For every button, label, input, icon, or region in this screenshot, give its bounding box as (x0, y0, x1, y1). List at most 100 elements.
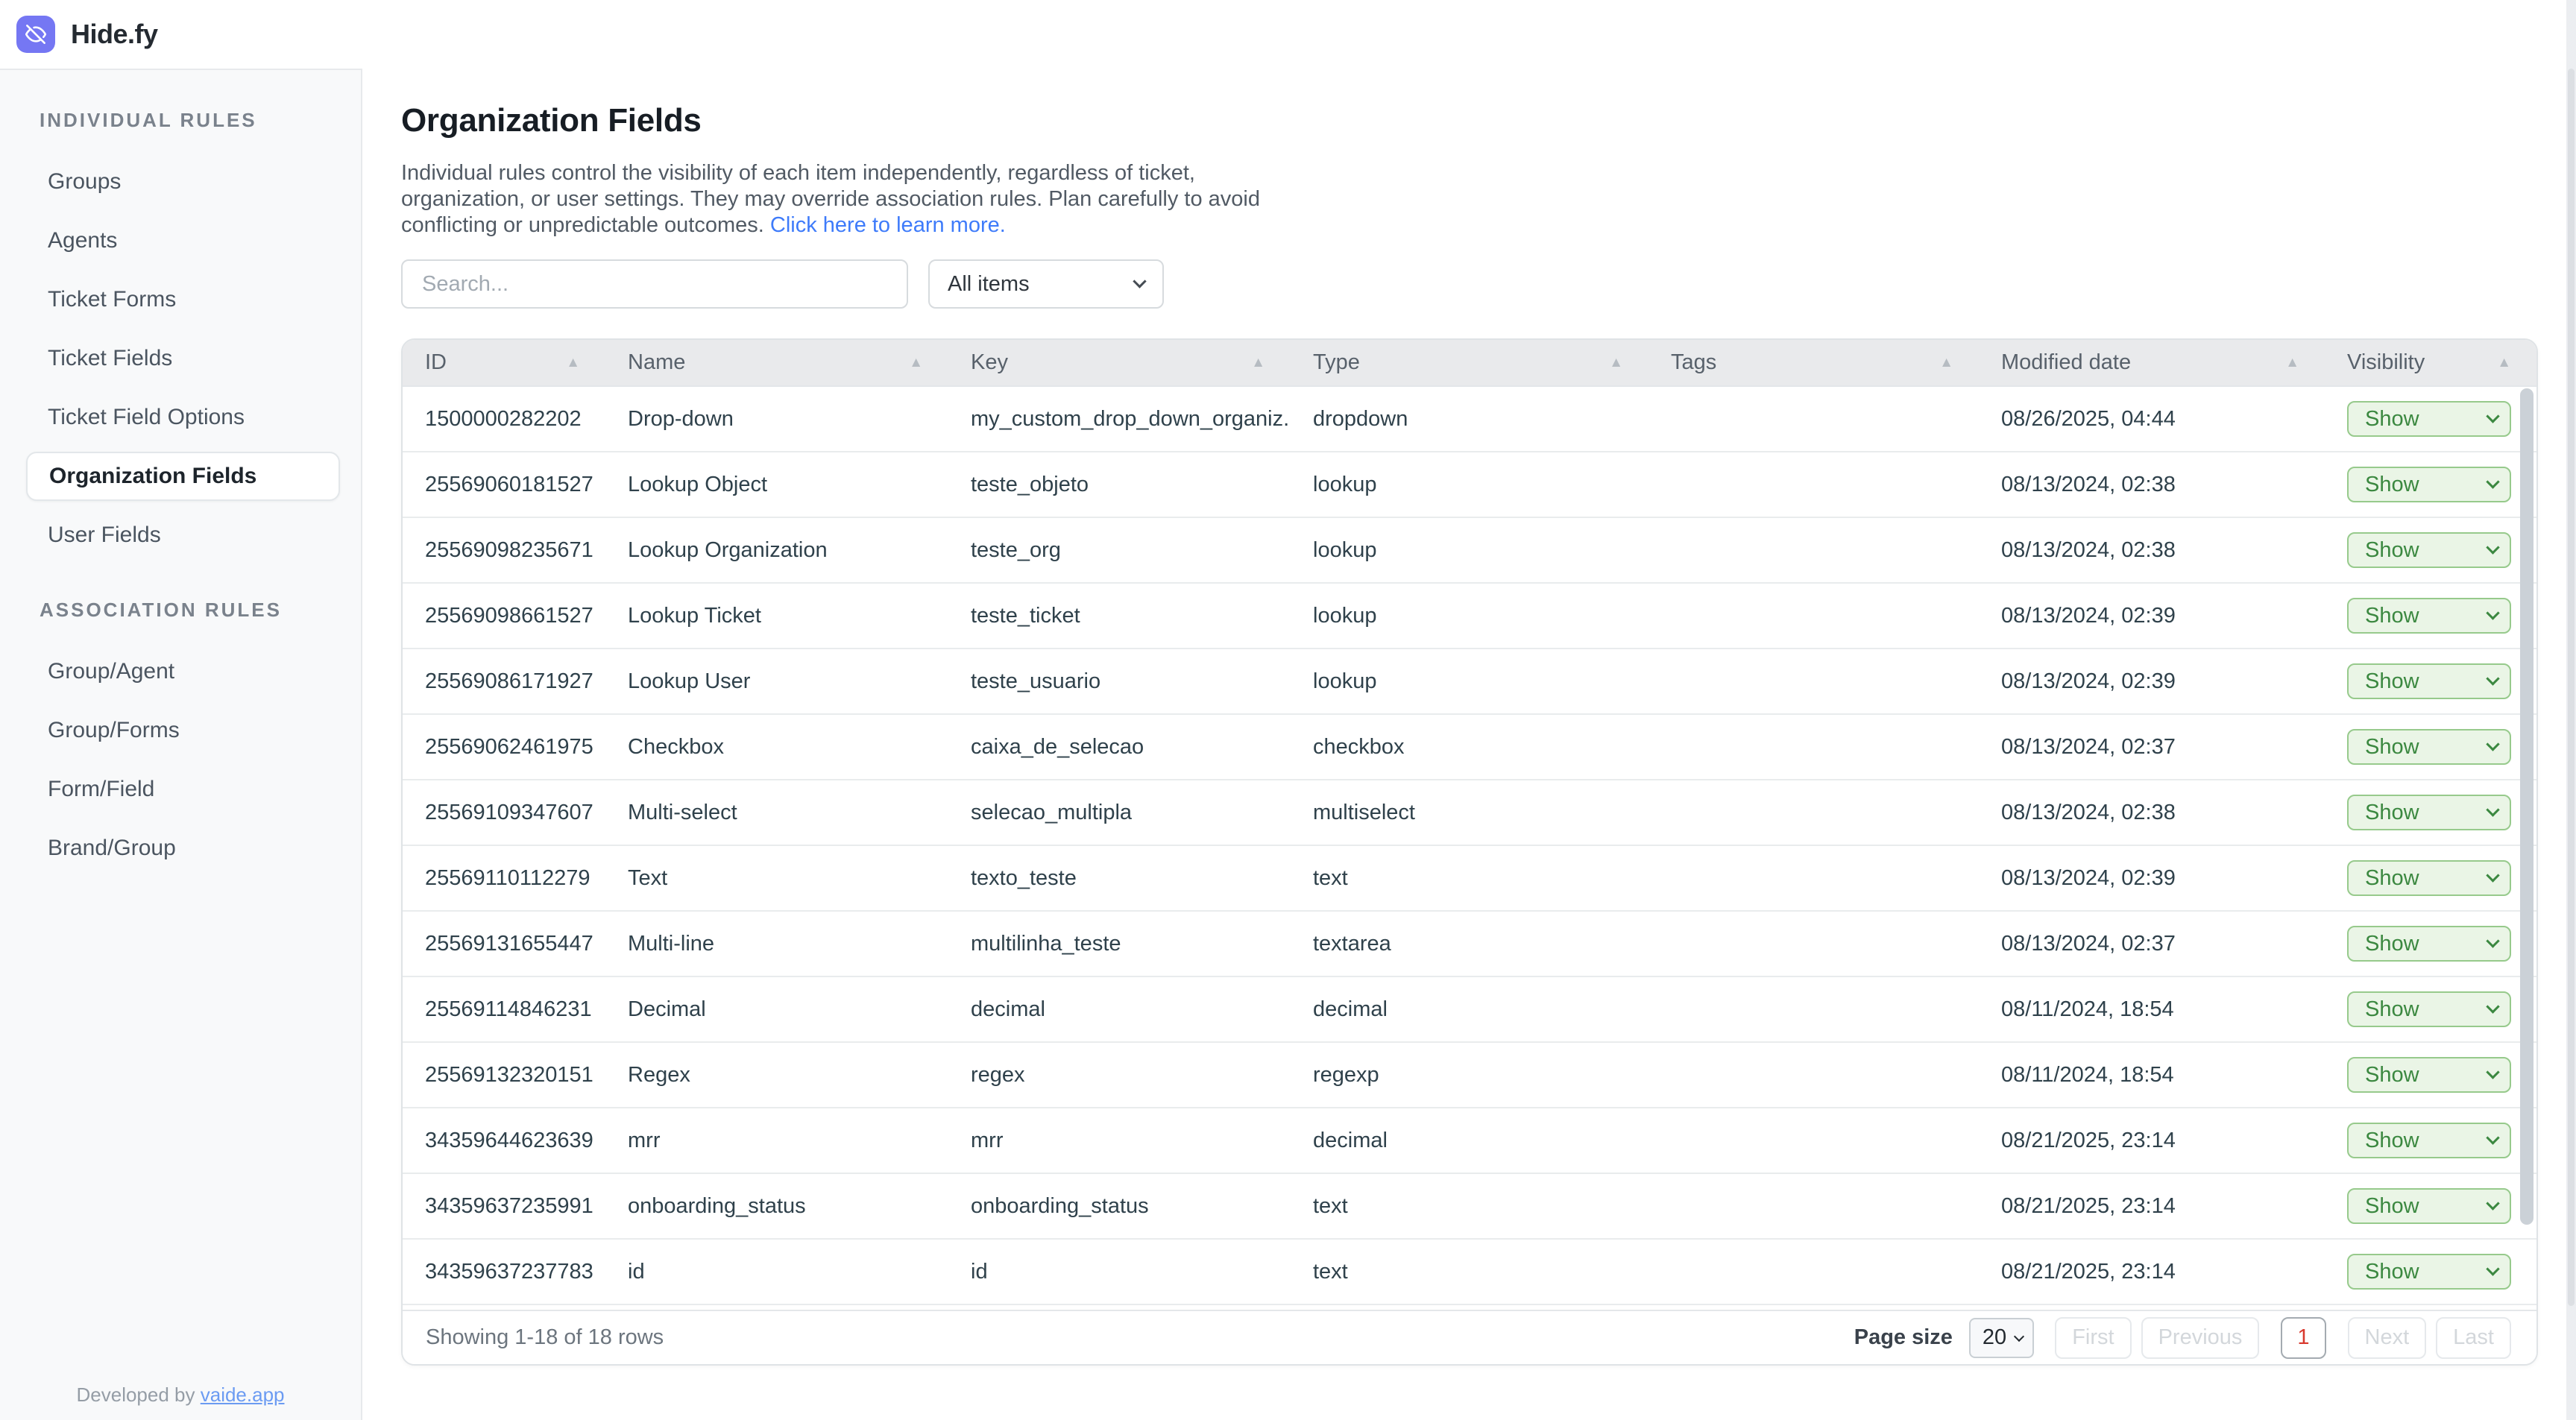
column-header-name[interactable]: Name ▲ (605, 340, 948, 385)
sort-asc-icon[interactable]: ▲ (566, 354, 580, 370)
cell-modified-date: 08/21/2025, 23:14 (2001, 1128, 2176, 1152)
cell-key: mrr (971, 1128, 1004, 1152)
app-logo[interactable]: Hide.fy (16, 16, 158, 53)
table-row[interactable]: 1500000282202 Drop-down my_custom_drop_dow… (403, 387, 2536, 452)
sidebar-item-form-field[interactable]: Form/Field (48, 777, 155, 801)
column-label: Tags (1671, 350, 1717, 374)
table-row[interactable]: 25569098661527 Lookup Ticket teste_ticket l… (403, 584, 2536, 649)
visibility-select[interactable]: Show (2347, 1188, 2511, 1224)
visibility-select[interactable]: Show (2347, 663, 2511, 699)
cell-id: 25569062461975 (425, 734, 593, 759)
sidebar-item-ticket-field-options[interactable]: Ticket Field Options (48, 405, 245, 429)
visibility-select[interactable]: Show (2347, 795, 2511, 830)
sidebar-item-groups[interactable]: Groups (48, 169, 122, 194)
window-scrollbar-thumb[interactable] (2568, 69, 2575, 1306)
cell-id: 34359637237783 (425, 1259, 593, 1284)
column-header-tags[interactable]: Tags ▲ (1648, 340, 1979, 385)
app-title: Hide.fy (71, 19, 158, 49)
sidebar-section-title: ASSOCIATION RULES (40, 599, 282, 621)
visibility-select[interactable]: Show (2347, 467, 2511, 502)
table-row[interactable]: 34359637237783 id id text 08/21/2025, 23:14 S… (403, 1240, 2536, 1305)
visibility-value: Show (2365, 1259, 2419, 1284)
search-input[interactable] (401, 259, 908, 309)
page-size-select[interactable]: 20 (1968, 1317, 2035, 1358)
visibility-select[interactable]: Show (2347, 860, 2511, 896)
table-scrollbar-thumb[interactable] (2520, 388, 2534, 1225)
visibility-select[interactable]: Show (2347, 991, 2511, 1027)
chevron-down-icon (2486, 1196, 2500, 1211)
column-header-type[interactable]: Type ▲ (1291, 340, 1648, 385)
sidebar-section: INDIVIDUAL RULES Groups Agents Ticket Forms… (0, 109, 361, 560)
visibility-value: Show (2365, 406, 2419, 431)
column-header-id[interactable]: ID ▲ (403, 340, 605, 385)
sort-asc-icon[interactable]: ▲ (2497, 354, 2511, 370)
table-row[interactable]: 25569098235671 Lookup Organization teste_o… (403, 518, 2536, 584)
chevron-down-icon (2486, 1131, 2500, 1145)
sort-asc-icon[interactable]: ▲ (1251, 354, 1265, 370)
description-text: Individual rules control the visibility … (401, 161, 1260, 237)
visibility-select[interactable]: Show (2347, 1123, 2511, 1158)
chevron-down-icon (2486, 737, 2500, 751)
sidebar-item-group-forms[interactable]: Group/Forms (48, 718, 180, 742)
table-row[interactable]: 25569114846231 Decimal decimal decimal 08/11… (403, 977, 2536, 1043)
sort-asc-icon[interactable]: ▲ (1939, 354, 1953, 370)
learn-more-link[interactable]: Click here to learn more. (769, 213, 1006, 237)
table-row[interactable]: 25569086171927 Lookup User teste_usuario lo… (403, 649, 2536, 715)
vaide-app-link[interactable]: vaide.app (200, 1383, 285, 1406)
table-row[interactable]: 25569062461975 Checkbox caixa_de_selecao ch… (403, 715, 2536, 780)
column-header-modified-date[interactable]: Modified date ▲ (1979, 340, 2325, 385)
cell-modified-date: 08/13/2024, 02:37 (2001, 931, 2176, 956)
sidebar-sections: INDIVIDUAL RULES Groups Agents Ticket Forms… (0, 109, 361, 873)
current-page-button[interactable]: 1 (2281, 1316, 2326, 1359)
table-row[interactable]: 25569131655447 Multi-line multilinha_teste… (403, 912, 2536, 977)
sort-asc-icon[interactable]: ▲ (909, 354, 923, 370)
cell-tags (1648, 715, 1979, 779)
cell-visibility: Show (2325, 518, 2536, 582)
sidebar-item-ticket-forms[interactable]: Ticket Forms (48, 287, 177, 312)
next-page-button[interactable]: Next (2347, 1316, 2427, 1359)
table-row[interactable]: 34359644623639 mrr mrr decimal 08/21/2025, 2… (403, 1108, 2536, 1174)
column-header-key[interactable]: Key ▲ (948, 340, 1291, 385)
cell-name: Text (628, 865, 668, 890)
visibility-select[interactable]: Show (2347, 401, 2511, 437)
window-scrollbar[interactable] (2566, 0, 2576, 1420)
sort-asc-icon[interactable]: ▲ (2285, 354, 2299, 370)
visibility-select[interactable]: Show (2347, 1057, 2511, 1093)
table-row[interactable]: 25569110112279 Text texto_teste text 08/13/2… (403, 846, 2536, 912)
cell-name: Drop-down (628, 406, 734, 431)
visibility-value: Show (2365, 472, 2419, 496)
cell-id: 25569086171927 (425, 669, 593, 693)
visibility-select[interactable]: Show (2347, 926, 2511, 962)
column-header-visibility[interactable]: Visibility ▲ (2325, 340, 2536, 385)
cell-tags (1648, 912, 1979, 976)
column-label: Visibility (2347, 350, 2425, 374)
column-label: ID (425, 350, 447, 374)
cell-tags (1648, 977, 1979, 1041)
table-row[interactable]: 34359637235991 onboarding_status onboardin… (403, 1174, 2536, 1240)
cell-tags (1648, 1240, 1979, 1304)
sort-asc-icon[interactable]: ▲ (1609, 354, 1623, 370)
visibility-select[interactable]: Show (2347, 532, 2511, 568)
previous-page-button[interactable]: Previous (2141, 1316, 2260, 1359)
sidebar-item-organization-fields[interactable]: Organization Fields (26, 452, 340, 501)
visibility-select[interactable]: Show (2347, 598, 2511, 634)
first-page-button[interactable]: First (2055, 1316, 2132, 1359)
table-row[interactable]: 25569060181527 Lookup Object teste_objeto l… (403, 452, 2536, 518)
last-page-button[interactable]: Last (2436, 1316, 2511, 1359)
visibility-value: Show (2365, 1062, 2419, 1087)
items-filter-select[interactable]: All items (928, 259, 1164, 309)
cell-name: Multi-line (628, 931, 715, 956)
table-row[interactable]: 25569132320151 Regex regex regexp 08/11/2024… (403, 1043, 2536, 1108)
visibility-select[interactable]: Show (2347, 729, 2511, 765)
sidebar-item-group-agent[interactable]: Group/Agent (48, 659, 175, 684)
sidebar-item-user-fields[interactable]: User Fields (48, 523, 161, 547)
cell-key: decimal (971, 997, 1045, 1021)
sidebar-item-ticket-fields[interactable]: Ticket Fields (48, 346, 173, 370)
cell-key: onboarding_status (971, 1193, 1149, 1218)
cell-modified-date: 08/13/2024, 02:37 (2001, 734, 2176, 759)
sidebar-item-agents[interactable]: Agents (48, 228, 118, 253)
table-row[interactable]: 25569109347607 Multi-select selecao_multip… (403, 780, 2536, 846)
sidebar-item-brand-group[interactable]: Brand/Group (48, 836, 176, 860)
cell-id: 25569114846231 (425, 997, 592, 1021)
visibility-select[interactable]: Show (2347, 1254, 2511, 1290)
